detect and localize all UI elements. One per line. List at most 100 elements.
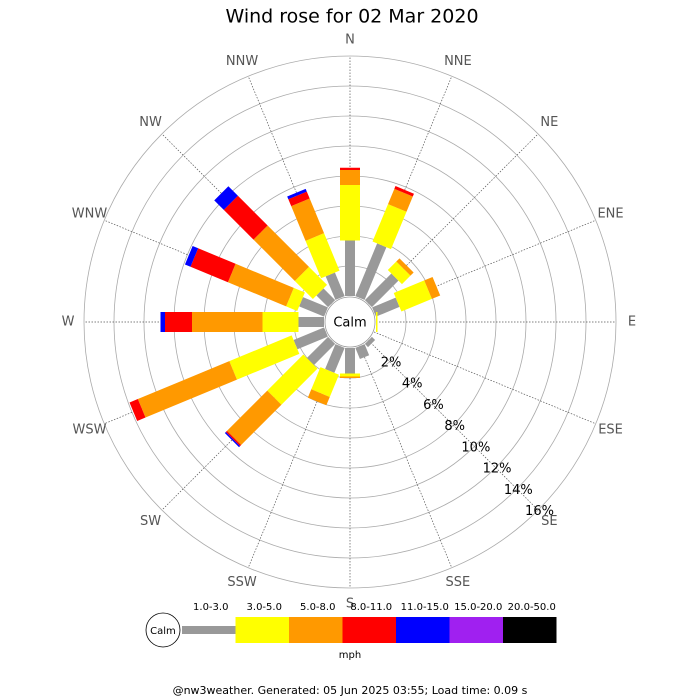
bar-segment <box>287 188 307 200</box>
direction-label: ESE <box>598 422 623 437</box>
r-tick-label: 2% <box>381 356 402 371</box>
bar-segment <box>364 273 399 308</box>
bar-segment <box>226 390 282 446</box>
bar-segment <box>307 389 330 406</box>
legend-swatch <box>235 617 289 643</box>
bar-segment <box>364 336 376 348</box>
bar-segment <box>424 276 441 299</box>
direction-label: S <box>346 597 354 612</box>
chart-title: Wind rose for 02 Mar 2020 <box>225 6 478 28</box>
r-tick-label: 8% <box>444 419 465 434</box>
bar-segment <box>372 297 400 317</box>
direction-label: WNW <box>72 207 108 222</box>
footer: @nw3weather. Generated: 05 Jun 2025 03:5… <box>173 684 528 697</box>
bar-segment <box>393 280 432 312</box>
bar-segment <box>388 188 413 212</box>
bar-segment <box>298 317 324 327</box>
legend-swatch <box>289 617 343 643</box>
direction-label: NW <box>139 115 162 130</box>
bar-segment <box>286 287 305 311</box>
bar-segment <box>306 336 336 366</box>
r-tick-label: 10% <box>461 440 490 455</box>
bar-segment <box>262 312 299 332</box>
direction-label: W <box>62 315 75 330</box>
legend-label: 8.0-11.0 <box>350 602 392 613</box>
legend-swatch <box>396 617 450 643</box>
r-tick-label: 12% <box>483 462 512 477</box>
bar-segment <box>190 248 236 283</box>
bar-segment <box>376 312 378 332</box>
bar-segment <box>340 170 360 185</box>
legend-calm <box>145 612 181 648</box>
bar-segment <box>253 225 309 281</box>
bar-segment <box>316 288 336 308</box>
legend-swatch <box>449 617 503 643</box>
r-tick-label: 16% <box>525 504 554 519</box>
bar-segment <box>340 373 360 377</box>
bar-segment <box>192 312 263 332</box>
bar-segment <box>340 376 360 378</box>
legend-calm-label: Calm <box>150 626 176 637</box>
legend-label: 20.0-50.0 <box>508 602 556 613</box>
bar-segment <box>288 191 310 207</box>
legend-label: 3.0-5.0 <box>247 602 282 613</box>
bar-segment <box>184 245 199 267</box>
spoke <box>373 331 596 425</box>
legend-unit: mph <box>339 650 361 661</box>
bar-segment <box>165 312 192 332</box>
legend-swatch <box>182 626 236 634</box>
r-tick-label: 14% <box>504 483 533 498</box>
legend-swatch <box>342 617 396 643</box>
bar-segment <box>214 186 238 210</box>
bar-segment <box>291 198 325 241</box>
direction-label: NNE <box>444 54 472 69</box>
bar-segment <box>394 186 414 197</box>
bar-segment <box>223 195 268 240</box>
direction-label: N <box>345 33 355 48</box>
direction-label: ENE <box>597 207 623 222</box>
bar-segment <box>387 261 411 285</box>
bar-segment <box>299 297 328 317</box>
bar-segment <box>229 335 300 380</box>
spoke <box>368 340 539 511</box>
direction-label: NNW <box>226 54 258 69</box>
direction-label: WSW <box>72 422 106 437</box>
bar-segment <box>355 344 370 360</box>
direction-label: NE <box>540 115 558 130</box>
bar-segment <box>372 204 407 250</box>
bar-segment <box>137 361 237 418</box>
ring <box>83 55 617 589</box>
direction-label: SSW <box>227 575 257 590</box>
bar-segment <box>345 240 355 296</box>
legend-label: 1.0-3.0 <box>193 602 228 613</box>
bar-segment <box>227 263 294 307</box>
r-tick-label: 6% <box>423 398 444 413</box>
bar-segment <box>160 312 165 332</box>
bar-segment <box>340 185 360 241</box>
calm-circle <box>324 296 376 348</box>
direction-label: SE <box>541 514 557 529</box>
legend-label: 15.0-20.0 <box>454 602 502 613</box>
bar-segment <box>396 258 414 276</box>
bar-segment <box>325 344 345 373</box>
direction-label: SSE <box>446 575 471 590</box>
direction-label: E <box>628 315 636 330</box>
calm-label: Calm <box>333 316 366 331</box>
spoke <box>359 345 453 568</box>
bar-segment <box>293 327 328 350</box>
legend-swatch <box>503 617 557 643</box>
bar-segment <box>340 167 360 170</box>
direction-label: SW <box>140 514 161 529</box>
bar-segment <box>224 431 241 448</box>
bar-segment <box>325 272 345 300</box>
bar-segment <box>267 354 318 405</box>
bar-segment <box>305 233 340 279</box>
bar-segment <box>294 266 328 300</box>
r-tick-label: 4% <box>402 377 423 392</box>
bar-segment <box>355 243 387 300</box>
legend-label: 11.0-15.0 <box>401 602 449 613</box>
bar-segment <box>225 430 242 447</box>
bar-segment <box>129 399 146 421</box>
bar-segment <box>311 367 339 397</box>
bar-segment <box>345 348 355 374</box>
